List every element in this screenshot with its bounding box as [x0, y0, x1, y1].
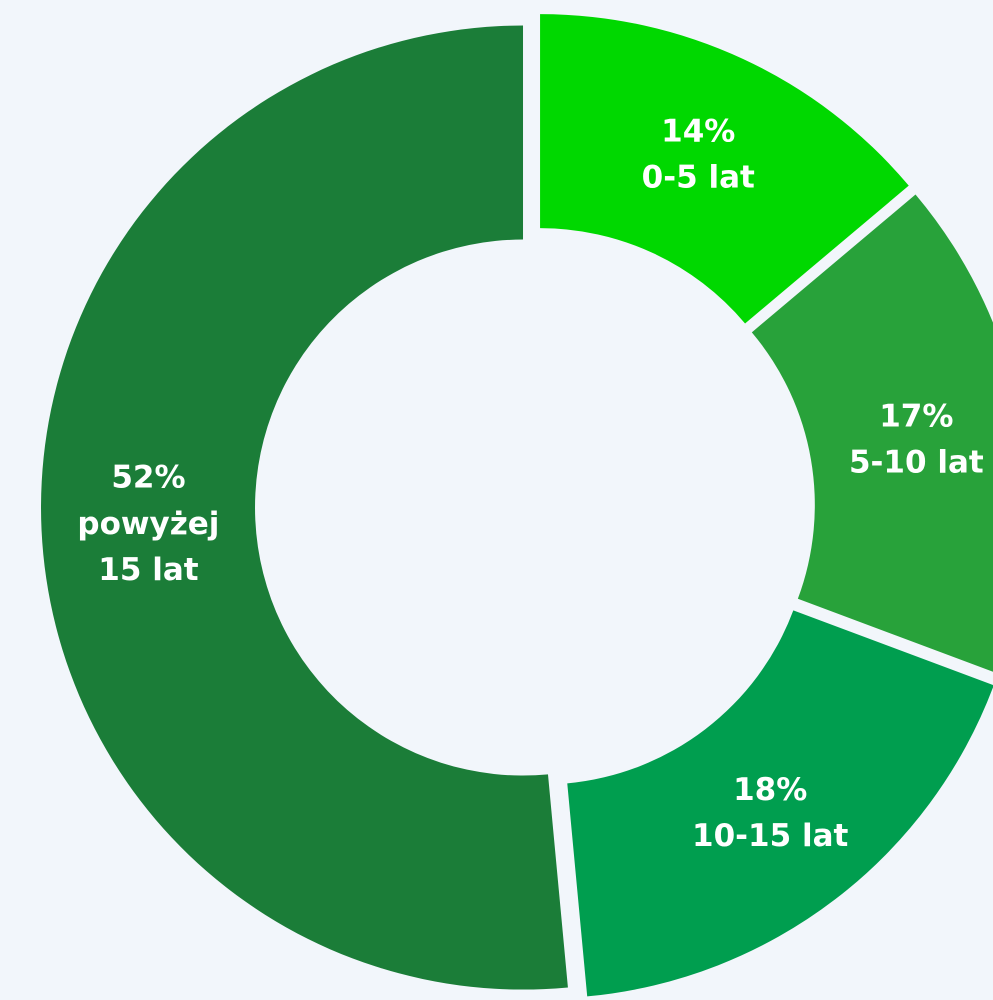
- donut-slice: [540, 14, 909, 324]
- category-label: powyżej 15 lat: [77, 506, 219, 588]
- donut-slice: [41, 25, 568, 990]
- category-label: 0-5 lat: [642, 160, 755, 196]
- value-label: 17%: [879, 399, 953, 435]
- category-label-line: 15 lat: [98, 552, 198, 588]
- category-label: 5-10 lat: [849, 445, 984, 481]
- donut-slice: [751, 194, 993, 672]
- donut-slice: [567, 610, 993, 997]
- category-label: 10-15 lat: [692, 818, 848, 854]
- category-label-line: powyżej: [77, 506, 219, 542]
- value-label: 52%: [111, 460, 185, 496]
- value-label: 18%: [733, 772, 807, 808]
- value-label: 14%: [661, 114, 735, 150]
